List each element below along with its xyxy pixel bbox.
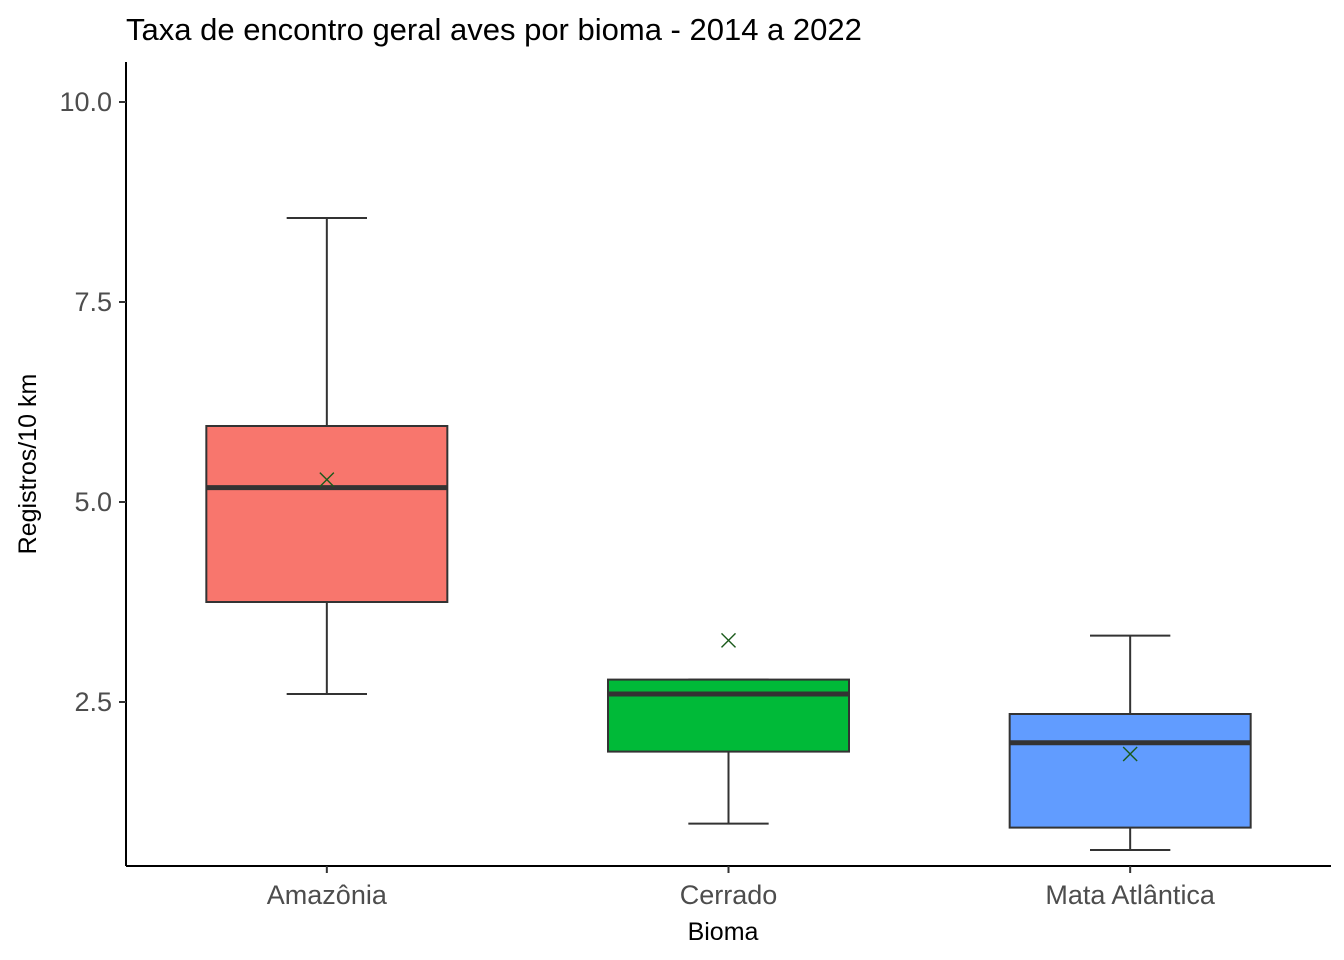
mean-marker (319, 472, 335, 488)
y-tick-label: 10.0 (59, 87, 112, 117)
box-body (1008, 713, 1252, 829)
box-body (607, 678, 850, 753)
x-tick-label: Cerrado (680, 880, 778, 910)
x-axis-ticks: Amazônia Cerrado Mata Atlântica (267, 866, 1216, 910)
mean-marker (1122, 746, 1138, 762)
chart-title: Taxa de encontro geral aves por bioma - … (126, 12, 862, 47)
x-axis-title: Bioma (688, 918, 759, 946)
box-0 (205, 217, 449, 695)
box-series (205, 217, 1252, 851)
y-axis-title: Registros/10 km (14, 374, 42, 555)
box-1 (607, 632, 850, 825)
y-tick-label: 5.0 (74, 487, 112, 517)
x-tick-label: Mata Atlântica (1045, 880, 1216, 910)
x-tick-label: Amazônia (267, 880, 388, 910)
mean-marker (721, 632, 736, 648)
box-2 (1008, 634, 1252, 851)
y-axis-ticks: 2.5 5.0 7.5 10.0 (59, 87, 126, 717)
y-tick-label: 2.5 (74, 687, 112, 717)
y-tick-label: 7.5 (74, 287, 112, 317)
box-body (205, 425, 449, 603)
